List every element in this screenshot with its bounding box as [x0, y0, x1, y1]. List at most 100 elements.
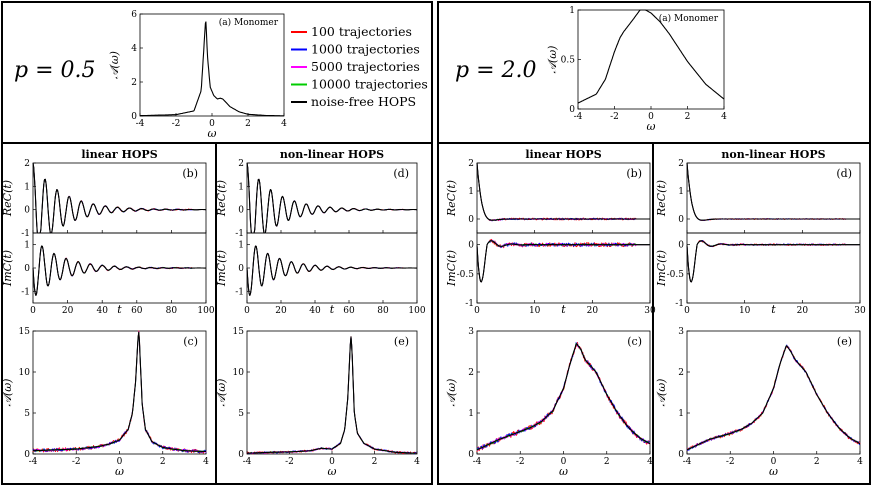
x-axis-label: t: [117, 303, 122, 316]
series-line: [476, 341, 651, 453]
x-tick-label: 2: [685, 112, 691, 122]
y-tick-label: 2: [678, 159, 684, 169]
y-tick-label: 2: [468, 159, 474, 169]
x-tick-label: 4: [721, 112, 727, 122]
x-tick-label: 0: [648, 112, 654, 122]
axes-box: [32, 330, 207, 455]
series-line-noise-free: [32, 162, 206, 234]
chart-title: non-linear HOPS: [280, 148, 384, 161]
x-tick-label: 100: [408, 306, 425, 316]
y-tick-label: 0: [569, 105, 575, 115]
chart-mono-right: 0 0.5 1 -4 -2 0 2 4 𝒜(ω) ω (a) Monomer: [546, 6, 727, 133]
y-tick-label: -1: [675, 299, 684, 309]
y-tick-label: 2: [131, 78, 137, 88]
x-axis-label: ω: [208, 127, 217, 140]
x-tick-label: 2: [604, 457, 610, 467]
x-tick-label: -2: [72, 457, 81, 467]
series-line-noise-free: [476, 240, 650, 283]
chart-b-right: linear HOPS 0 1 2 -1 -0.5 0 0 10 20 30 ReC(t) ImC(t)…: [445, 148, 656, 316]
x-tick-label: 10: [529, 306, 541, 316]
x-tick-label: 0: [561, 457, 567, 467]
series-line-noise-free: [686, 162, 860, 221]
y-axis-label: 𝒜(ω): [546, 46, 559, 74]
series-line: [247, 336, 418, 454]
series-line: [686, 240, 860, 283]
series-line: [32, 332, 207, 454]
panel-label: (b): [182, 167, 198, 180]
x-tick-label: 0: [771, 457, 777, 467]
x-tick-label: 100: [197, 306, 214, 316]
x-tick-label: -2: [726, 457, 735, 467]
y-tick-label: 1: [468, 187, 474, 197]
chart-c-left: 0 5 10 15 -4 -2 0 2 4 𝒜(ω) ω (c): [1, 327, 209, 478]
x-tick-label: 0: [209, 119, 215, 129]
axes-box: [686, 330, 861, 455]
x-tick-label: 2: [814, 457, 820, 467]
series-line: [246, 245, 417, 296]
series-line: [476, 162, 650, 222]
series-line-noise-free: [686, 240, 860, 283]
series-line: [476, 162, 650, 222]
x-tick-label: 2: [372, 457, 378, 467]
y-tick-label: 10: [233, 368, 245, 378]
y-tick-label: 10: [19, 368, 31, 378]
series-line: [246, 336, 418, 455]
legend-label: 10000 trajectories: [311, 77, 428, 92]
y-tick-label: 2: [678, 368, 684, 378]
y-tick-label: -1: [235, 287, 244, 297]
axes-box: [686, 162, 861, 234]
series-line: [246, 245, 417, 296]
series-line: [32, 245, 206, 296]
chart-title: linear HOPS: [525, 148, 601, 161]
y-tick-label: 2: [238, 159, 244, 169]
panel-label: (d): [393, 167, 409, 180]
x-axis-label: ω: [769, 465, 778, 478]
y-axis-label: 𝒜(ω): [1, 379, 14, 407]
legend-label: 1000 trajectories: [311, 42, 420, 57]
series-line: [32, 245, 206, 296]
x-tick-label: -2: [610, 112, 619, 122]
series-line: [476, 343, 651, 451]
series-line-noise-free: [476, 162, 650, 221]
y-tick-label: 0: [678, 241, 684, 251]
axes-box: [577, 9, 725, 110]
y-tick-label: 0: [468, 215, 474, 225]
panel-label: (e): [837, 335, 852, 348]
y-tick-label: 1: [678, 409, 684, 419]
x-tick-label: 60: [343, 306, 355, 316]
x-axis-label: ω: [115, 465, 124, 478]
panel-label: (c): [183, 335, 198, 348]
y-tick-label: -1: [21, 229, 30, 239]
y-tick-label: 0: [468, 450, 474, 460]
y-axis-label: 𝒜(ω): [108, 51, 121, 79]
chart-e-right: 0 1 2 3 -4 -2 0 2 4 𝒜(ω) ω (e): [655, 327, 863, 478]
x-tick-label: -4: [136, 119, 145, 129]
legend: 100 trajectories 1000 trajectories 5000 tr…: [291, 24, 428, 109]
x-tick-label: 60: [131, 306, 143, 316]
series-line: [686, 345, 861, 451]
series-line-noise-free: [246, 245, 417, 296]
y-tick-label: 1: [678, 187, 684, 197]
x-tick-label: -2: [172, 119, 181, 129]
p-label-left: p = 0.5: [14, 58, 96, 83]
panel-label: (a) Monomer: [219, 17, 279, 28]
series-line: [32, 331, 207, 453]
y-axis-label: ImC(t): [215, 250, 228, 287]
x-axis-label: t: [330, 303, 335, 316]
y-tick-label: -0.5: [457, 270, 475, 280]
chart-d-right: non-linear HOPS 0 1 2 -1 -0.5 0 0 10 20 30 ReC(t) Im…: [655, 148, 866, 316]
series-line: [32, 330, 207, 454]
legend-label: 100 trajectories: [311, 24, 412, 39]
series-line: [246, 245, 417, 296]
panel-label: (b): [626, 167, 642, 180]
y-tick-label: 0: [468, 241, 474, 251]
y-axis-label: ReC(t): [655, 180, 668, 217]
legend-label: 5000 trajectories: [311, 59, 420, 74]
panel-frame: [652, 142, 871, 485]
y-tick-label: 3: [678, 327, 684, 337]
chart-c-right: 0 1 2 3 -4 -2 0 2 4 𝒜(ω) ω (c): [445, 327, 653, 478]
x-tick-label: 0: [30, 306, 36, 316]
